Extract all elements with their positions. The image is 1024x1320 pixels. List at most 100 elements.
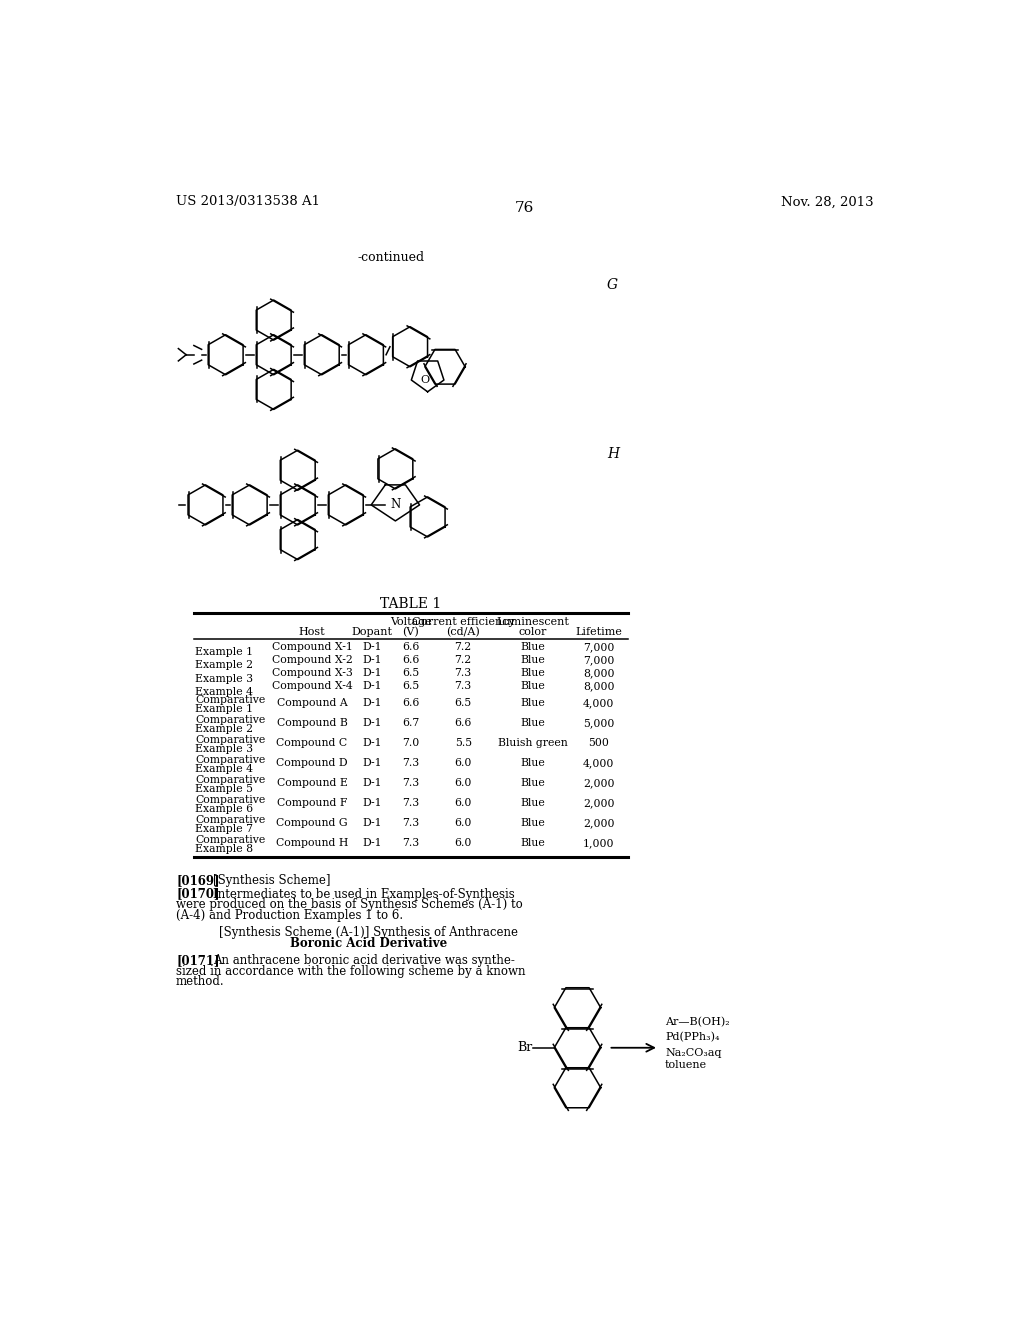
Text: 7.2: 7.2 — [455, 655, 472, 665]
Text: Compound F: Compound F — [276, 797, 347, 808]
Text: Comparative: Comparative — [196, 696, 265, 705]
Text: Comparative: Comparative — [196, 816, 265, 825]
Text: Example 6: Example 6 — [196, 804, 254, 813]
Text: 4,000: 4,000 — [583, 758, 614, 768]
Text: Compound G: Compound G — [276, 818, 348, 828]
Text: [Synthesis Scheme]: [Synthesis Scheme] — [213, 874, 331, 887]
Text: color: color — [519, 627, 547, 636]
Text: Blue: Blue — [520, 758, 546, 768]
Text: US 2013/0313538 A1: US 2013/0313538 A1 — [176, 195, 321, 209]
Text: 8,000: 8,000 — [583, 668, 614, 678]
Text: Example 8: Example 8 — [196, 843, 254, 854]
Text: 2,000: 2,000 — [583, 797, 614, 808]
Text: Pd(PPh₃)₄: Pd(PPh₃)₄ — [665, 1032, 720, 1043]
Text: D-1: D-1 — [362, 738, 382, 748]
Text: Example 1: Example 1 — [196, 704, 254, 714]
Text: 6.6: 6.6 — [402, 642, 420, 652]
Text: Blue: Blue — [520, 797, 546, 808]
Text: 2,000: 2,000 — [583, 777, 614, 788]
Text: 7.3: 7.3 — [402, 797, 420, 808]
Text: D-1: D-1 — [362, 718, 382, 727]
Text: Ar—B(OH)₂: Ar—B(OH)₂ — [665, 1016, 730, 1027]
Text: 6.0: 6.0 — [455, 818, 472, 828]
Text: Blue: Blue — [520, 642, 546, 652]
Text: Compound X-2: Compound X-2 — [271, 655, 352, 665]
Text: Blue: Blue — [520, 777, 546, 788]
Text: Dopant: Dopant — [351, 627, 392, 636]
Text: Blue: Blue — [520, 718, 546, 727]
Text: 6.0: 6.0 — [455, 797, 472, 808]
Text: Comparative: Comparative — [196, 755, 265, 766]
Text: Blue: Blue — [520, 698, 546, 708]
Text: Intermediates to be used in Examples-of-Synthesis: Intermediates to be used in Examples-of-… — [213, 887, 515, 900]
Text: -continued: -continued — [358, 251, 425, 264]
Text: TABLE 1: TABLE 1 — [380, 597, 441, 611]
Text: 76: 76 — [515, 201, 535, 215]
Text: Comparative: Comparative — [196, 836, 265, 845]
Text: 6.0: 6.0 — [455, 758, 472, 768]
Text: (V): (V) — [402, 627, 419, 636]
Text: Br: Br — [517, 1041, 532, 1055]
Text: Na₂CO₃aq: Na₂CO₃aq — [665, 1048, 722, 1057]
Text: 7,000: 7,000 — [583, 642, 614, 652]
Text: Blue: Blue — [520, 838, 546, 847]
Text: (cd/A): (cd/A) — [446, 627, 480, 636]
Text: Example 3: Example 3 — [196, 743, 254, 754]
Text: D-1: D-1 — [362, 777, 382, 788]
Text: 7.3: 7.3 — [402, 758, 420, 768]
Text: Blue: Blue — [520, 668, 546, 678]
Text: D-1: D-1 — [362, 698, 382, 708]
Text: 7.3: 7.3 — [455, 668, 472, 678]
Text: 6.0: 6.0 — [455, 838, 472, 847]
Text: Nov. 28, 2013: Nov. 28, 2013 — [781, 195, 873, 209]
Text: D-1: D-1 — [362, 655, 382, 665]
Text: H: H — [607, 447, 620, 461]
Text: method.: method. — [176, 975, 224, 989]
Text: [Synthesis Scheme (A-1)] Synthesis of Anthracene: [Synthesis Scheme (A-1)] Synthesis of An… — [219, 927, 518, 939]
Text: Blue: Blue — [520, 818, 546, 828]
Text: 6.6: 6.6 — [455, 718, 472, 727]
Text: N: N — [390, 499, 400, 511]
Text: were produced on the basis of Synthesis Schemes (A-1) to: were produced on the basis of Synthesis … — [176, 899, 523, 911]
Text: An anthracene boronic acid derivative was synthe-: An anthracene boronic acid derivative wa… — [213, 954, 515, 966]
Text: 7,000: 7,000 — [583, 655, 614, 665]
Text: 7.2: 7.2 — [455, 642, 472, 652]
Text: Compound B: Compound B — [276, 718, 347, 727]
Text: 6.0: 6.0 — [455, 777, 472, 788]
Text: D-1: D-1 — [362, 668, 382, 678]
Text: Example 7: Example 7 — [196, 824, 253, 834]
Text: 6.6: 6.6 — [402, 655, 420, 665]
Text: Example 3: Example 3 — [196, 673, 254, 684]
Text: Current efficiency: Current efficiency — [412, 618, 515, 627]
Text: D-1: D-1 — [362, 838, 382, 847]
Text: [0170]: [0170] — [176, 887, 219, 900]
Text: 6.5: 6.5 — [455, 698, 472, 708]
Text: Compound X-3: Compound X-3 — [271, 668, 352, 678]
Text: Example 1: Example 1 — [196, 647, 254, 657]
Text: Comparative: Comparative — [196, 775, 265, 785]
Text: Bluish green: Bluish green — [498, 738, 568, 748]
Text: 7.3: 7.3 — [402, 818, 420, 828]
Text: 2,000: 2,000 — [583, 818, 614, 828]
Text: Example 2: Example 2 — [196, 660, 254, 671]
Text: 500: 500 — [589, 738, 609, 748]
Text: 6.6: 6.6 — [402, 698, 420, 708]
Text: Blue: Blue — [520, 655, 546, 665]
Text: 7.3: 7.3 — [402, 777, 420, 788]
Text: 6.7: 6.7 — [402, 718, 420, 727]
Text: 5,000: 5,000 — [583, 718, 614, 727]
Text: D-1: D-1 — [362, 681, 382, 692]
Text: Luminescent: Luminescent — [497, 618, 569, 627]
Text: G: G — [607, 277, 618, 292]
Text: 6.5: 6.5 — [402, 668, 420, 678]
Text: D-1: D-1 — [362, 758, 382, 768]
Text: 7.0: 7.0 — [402, 738, 420, 748]
Text: D-1: D-1 — [362, 818, 382, 828]
Text: Comparative: Comparative — [196, 715, 265, 725]
Text: sized in accordance with the following scheme by a known: sized in accordance with the following s… — [176, 965, 525, 978]
Text: 8,000: 8,000 — [583, 681, 614, 692]
Text: [0171]: [0171] — [176, 954, 219, 966]
Text: Compound C: Compound C — [276, 738, 347, 748]
Text: D-1: D-1 — [362, 642, 382, 652]
Text: (A-4) and Production Examples 1 to 6.: (A-4) and Production Examples 1 to 6. — [176, 909, 403, 923]
